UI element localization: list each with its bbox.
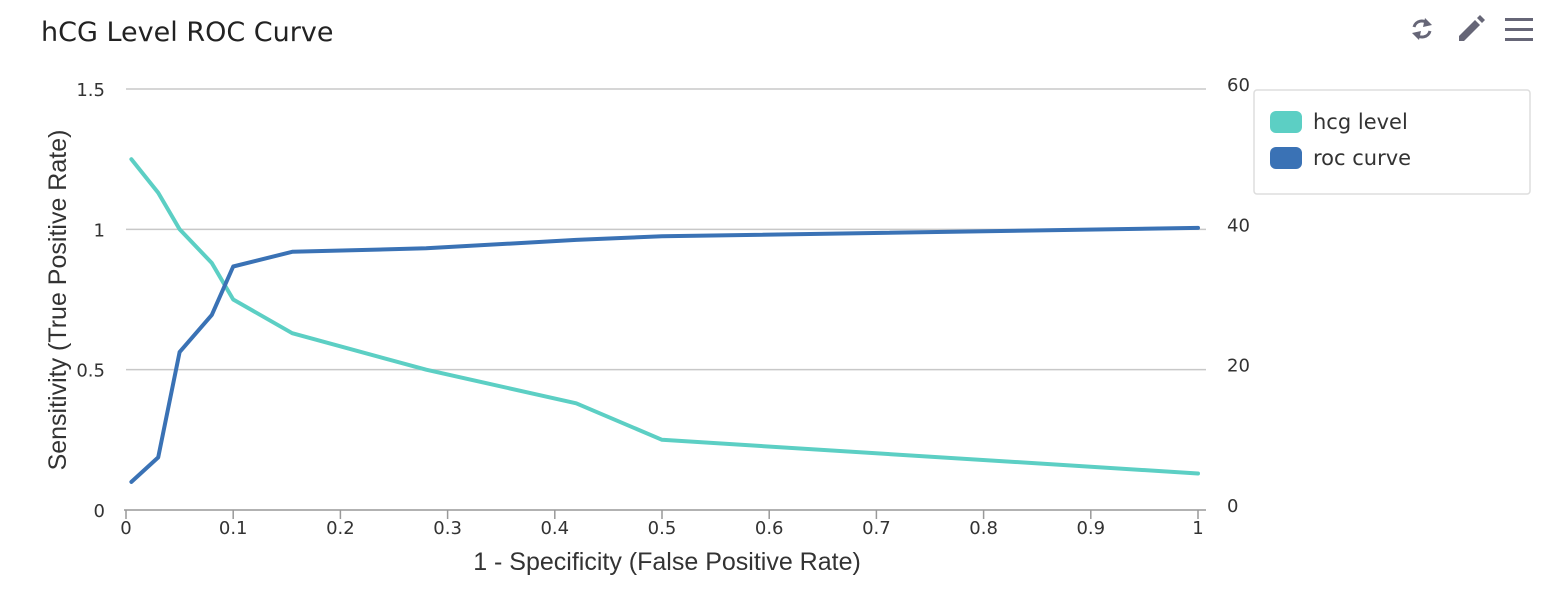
legend-swatch-roc-curve — [1270, 147, 1302, 169]
x-tick-label: 0.8 — [969, 518, 998, 539]
x-tick-label: 0.2 — [326, 518, 355, 539]
x-tick-label: 0.9 — [1076, 518, 1105, 539]
legend-swatch-hcg-level — [1270, 111, 1302, 133]
legend: hcg level roc curve — [1253, 89, 1531, 195]
series-line-hcg-level — [129, 157, 1200, 476]
y-left-tick-label: 1.5 — [76, 80, 105, 101]
x-tick-label: 0.1 — [219, 518, 248, 539]
x-axis-title: 1 - Specificity (False Positive Rate) — [473, 548, 861, 576]
y-left-tick-label: 1 — [94, 220, 105, 241]
x-tick-label: 0.5 — [648, 518, 677, 539]
chart-toolbar — [1400, 12, 1540, 52]
y-axis-title: Sensitivity (True Positive Rate) — [44, 130, 72, 471]
legend-box — [1253, 89, 1531, 195]
menu-icon[interactable] — [1504, 15, 1534, 43]
x-tick-label: 0.3 — [433, 518, 462, 539]
x-tick-label: 0.6 — [755, 518, 784, 539]
y-left-tick-label: 0.5 — [76, 361, 105, 382]
series-lines — [129, 157, 1200, 484]
legend-label-roc-curve: roc curve — [1313, 146, 1411, 170]
series-line-roc-curve — [129, 225, 1200, 484]
chart-title: hCG Level ROC Curve — [41, 17, 334, 48]
y-left-tick-label: 0 — [94, 501, 105, 522]
y-right-tick-label: 60 — [1227, 75, 1250, 96]
edit-icon[interactable] — [1456, 15, 1485, 43]
refresh-icon[interactable] — [1408, 15, 1436, 43]
x-tick-label: 0.7 — [862, 518, 891, 539]
y-right-tick-label: 40 — [1227, 215, 1250, 236]
axes: 0 0.5 1 1.5 0 20 40 60 0 0.1 0.2 0.3 0.4 0.5 0.6 0.7 0.8… — [76, 75, 1250, 539]
x-tick-label: 1 — [1192, 518, 1203, 539]
x-tick-label: 0 — [120, 518, 131, 539]
y-right-tick-label: 20 — [1227, 356, 1250, 377]
y-right-tick-label: 0 — [1227, 496, 1238, 517]
legend-label-hcg-level: hcg level — [1313, 110, 1408, 134]
x-tick-label: 0.4 — [540, 518, 569, 539]
